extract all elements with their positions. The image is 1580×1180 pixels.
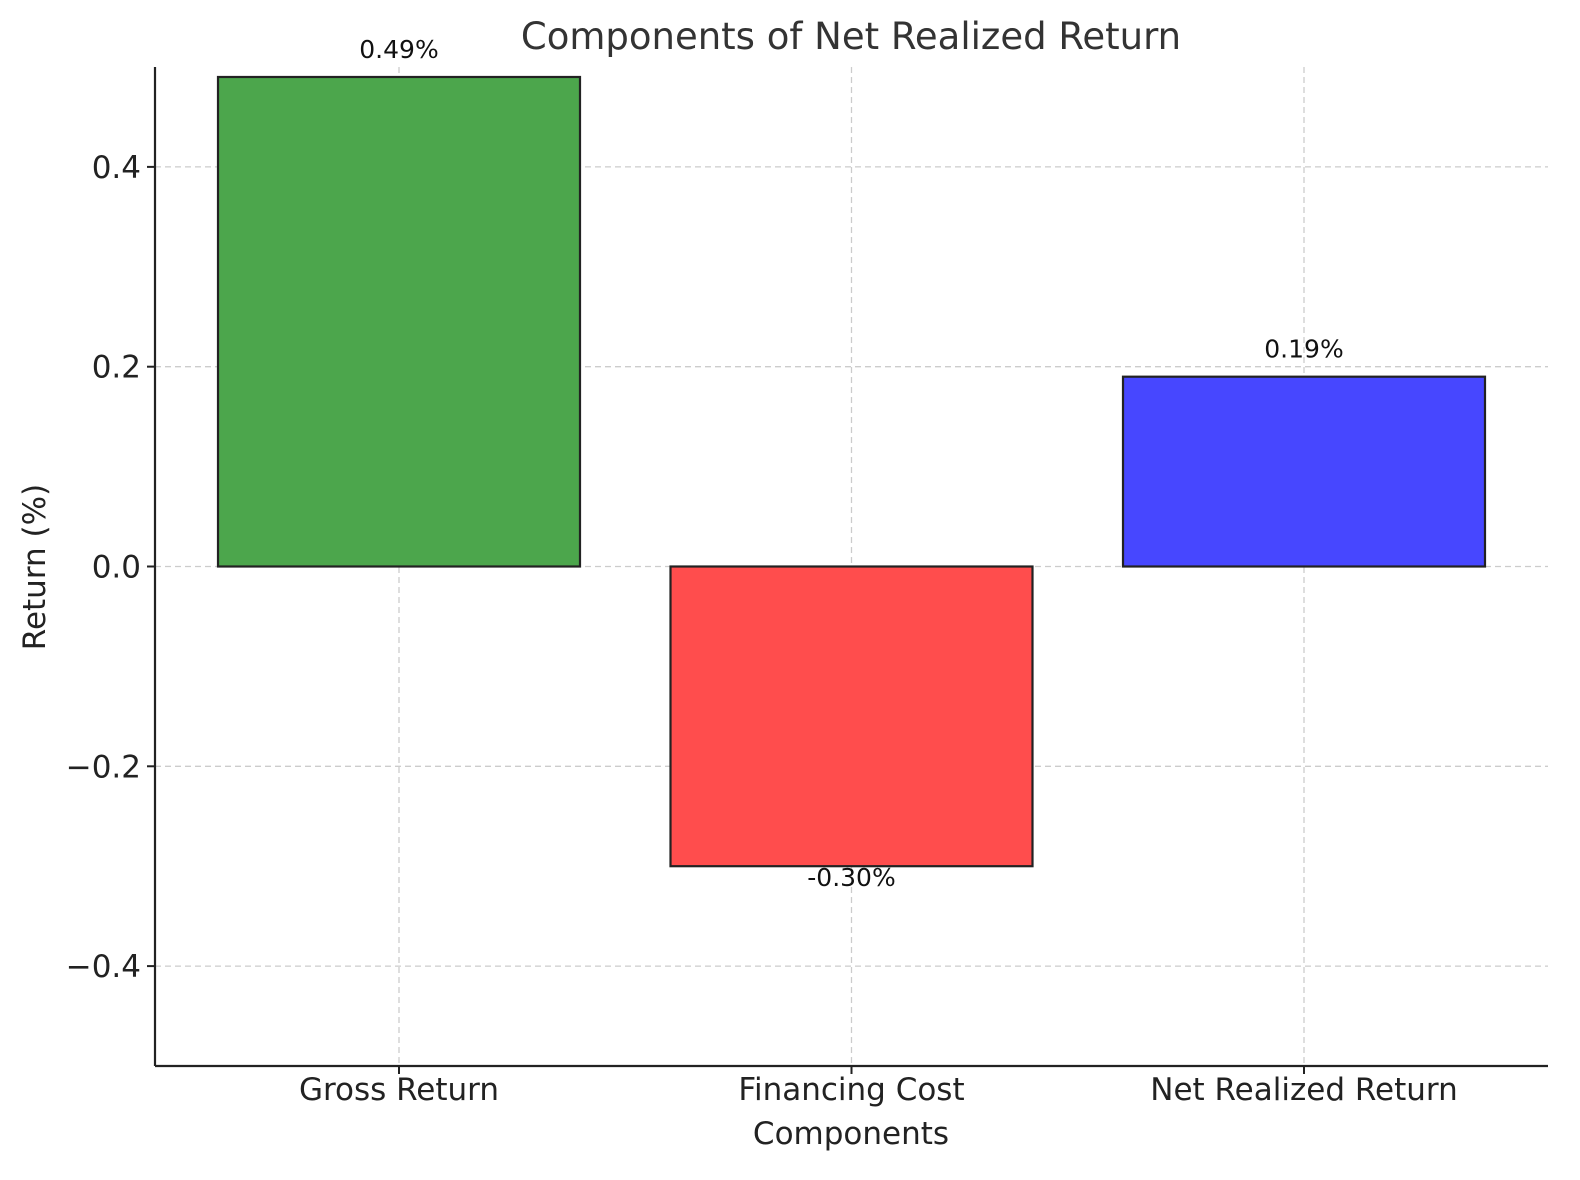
y-tick-label: 0.2 [92,350,141,386]
data-labels: 0.49% -0.30% 0.19% [359,35,1343,892]
y-tick-label: 0.4 [92,150,141,186]
bar-financing-cost [669,565,1034,868]
data-label: -0.30% [807,863,895,892]
bar-gross-return [216,75,582,568]
y-axis-label: Return (%) [17,484,53,650]
x-axis-label: Components [753,1116,949,1152]
x-tick-label: Gross Return [299,1072,499,1108]
axes: −0.4 −0.2 0.0 0.2 0.4 Gross Return Financing C… [66,67,1548,1108]
y-tick-label: 0.0 [92,550,141,586]
y-tick-label: −0.2 [66,749,141,785]
chart-title: Components of Net Realized Return [521,15,1181,58]
bar-net-realized-return [1121,375,1487,568]
y-tick-label: −0.4 [66,949,141,985]
data-label: 0.19% [1264,335,1343,364]
x-tick-label: Net Realized Return [1150,1072,1457,1108]
data-label: 0.49% [359,35,438,64]
bars [216,75,1487,868]
x-tick-label: Financing Cost [738,1072,964,1108]
